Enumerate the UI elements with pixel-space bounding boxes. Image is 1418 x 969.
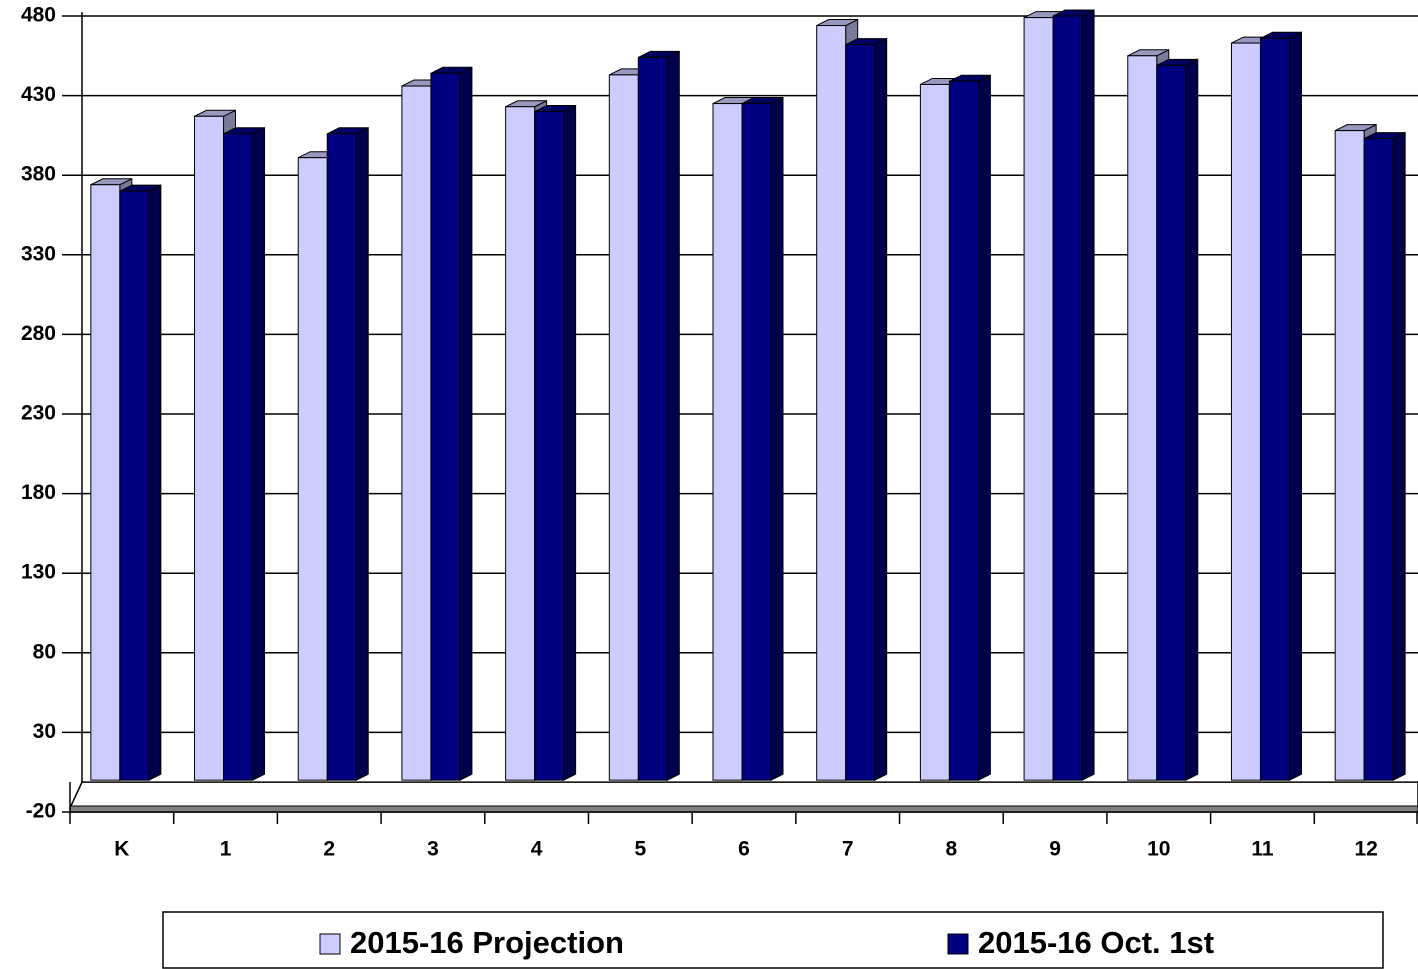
bar-side: [1288, 31, 1302, 781]
bar: [223, 133, 254, 781]
bar-side: [252, 126, 266, 781]
y-tick-label: 30: [33, 720, 56, 743]
bar: [919, 83, 950, 781]
legend-box: [162, 911, 1384, 969]
y-tick-label: 80: [33, 640, 56, 663]
bar-side: [459, 66, 473, 781]
bar: [1363, 138, 1394, 781]
x-tick-label: 1: [220, 838, 232, 861]
bar: [1230, 42, 1261, 781]
floor: [68, 781, 1418, 809]
x-tick-label: 9: [1049, 838, 1061, 861]
bar: [401, 85, 432, 781]
y-tick-label: 180: [21, 481, 56, 504]
y-tick-label: 280: [21, 322, 56, 345]
floor-edge: [69, 805, 1418, 813]
legend-swatch: [319, 933, 341, 955]
bar-side: [666, 50, 680, 781]
bar-side: [1392, 131, 1406, 781]
bar: [845, 44, 876, 781]
x-tick-label: 4: [531, 838, 543, 861]
bar-side: [1081, 9, 1095, 781]
bar: [712, 103, 743, 781]
bar-side: [977, 74, 991, 781]
x-tick-label: 12: [1354, 838, 1377, 861]
legend-label: 2015-16 Projection: [350, 925, 624, 960]
bar: [1127, 55, 1158, 781]
x-tick-label: 3: [427, 838, 439, 861]
bar: [1052, 15, 1083, 781]
legend-swatch: [947, 933, 969, 955]
bar: [505, 106, 536, 781]
y-tick-label: 230: [21, 402, 56, 425]
bar: [1259, 37, 1290, 781]
bar-side: [770, 96, 784, 781]
bar: [534, 111, 565, 781]
x-tick-label: 8: [946, 838, 958, 861]
bar: [326, 133, 357, 781]
bar: [90, 184, 121, 781]
bar: [948, 80, 979, 781]
bar: [297, 157, 328, 781]
bar-side: [874, 37, 888, 781]
bar: [1023, 17, 1054, 781]
bar-side: [563, 104, 577, 781]
bar: [608, 74, 639, 781]
y-tick-label: 380: [21, 163, 56, 186]
bar: [194, 115, 225, 781]
bar: [119, 190, 150, 781]
y-tick-label: 130: [21, 561, 56, 584]
legend-label: 2015-16 Oct. 1st: [978, 925, 1214, 960]
y-tick-label: 430: [21, 83, 56, 106]
y-tick-label: -20: [26, 800, 56, 823]
bar: [741, 103, 772, 781]
bar: [1334, 130, 1365, 781]
bar-side: [355, 126, 369, 781]
bar: [816, 25, 847, 781]
bar: [637, 56, 668, 781]
bar-side: [148, 184, 162, 781]
x-tick-label: 10: [1147, 838, 1170, 861]
bar: [1156, 64, 1187, 781]
x-tick-label: K: [114, 838, 129, 861]
x-tick-label: 2: [323, 838, 335, 861]
x-tick-label: 7: [842, 838, 854, 861]
x-tick-label: 6: [738, 838, 750, 861]
y-tick-label: 480: [21, 4, 56, 27]
x-tick-label: 5: [634, 838, 646, 861]
bar-side: [1185, 58, 1199, 781]
y-tick-label: 330: [21, 242, 56, 265]
bar: [430, 72, 461, 781]
x-tick-label: 11: [1251, 838, 1274, 861]
